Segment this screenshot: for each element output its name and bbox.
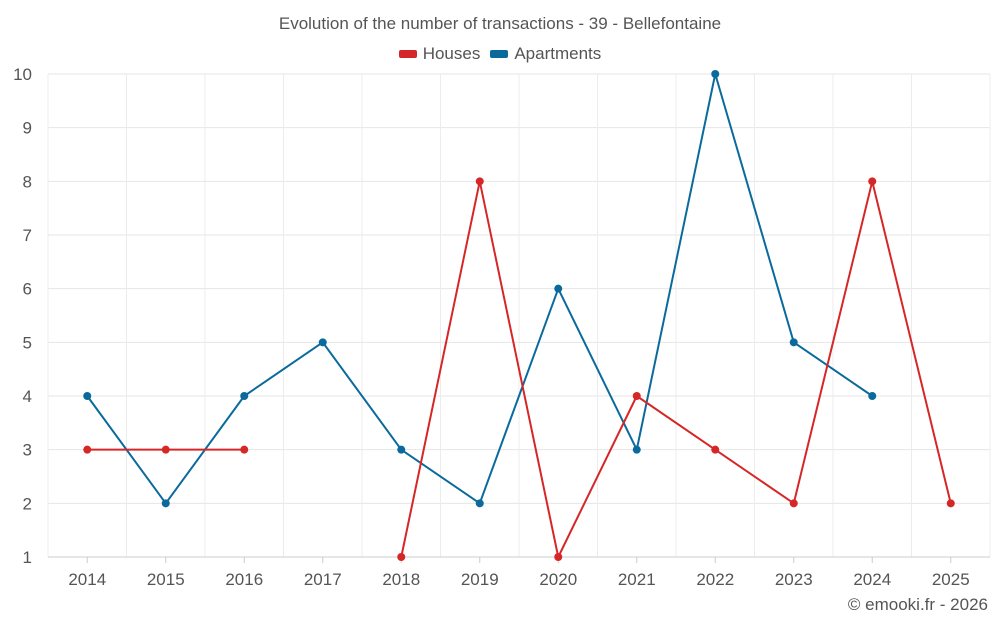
data-point-houses [632, 392, 641, 400]
legend-item-houses[interactable]: Houses [398, 44, 481, 64]
data-point-apartments [789, 338, 798, 347]
legend-swatch-houses [398, 50, 417, 58]
data-point-houses [554, 553, 563, 561]
x-tick-label: 2015 [147, 570, 185, 589]
y-tick-label: 4 [23, 387, 32, 406]
data-point-houses [946, 499, 955, 508]
legend: Houses Apartments [0, 44, 1000, 64]
x-tick-label: 2017 [304, 570, 342, 589]
x-tick-label: 2020 [539, 570, 577, 589]
x-tick-label: 2023 [775, 570, 813, 589]
x-tick-label: 2014 [68, 570, 106, 589]
y-tick-label: 8 [23, 172, 32, 191]
data-point-houses [83, 445, 92, 454]
data-point-apartments [554, 284, 563, 293]
y-tick-label: 10 [13, 65, 32, 84]
data-point-houses [789, 499, 798, 508]
data-point-apartments [475, 499, 484, 508]
legend-label-apartments: Apartments [514, 44, 602, 63]
data-point-apartments [161, 499, 170, 508]
credit-text: © emooki.fr - 2026 [847, 595, 988, 614]
y-tick-label: 2 [23, 494, 32, 513]
y-tick-label: 3 [23, 441, 32, 460]
x-tick-label: 2021 [618, 570, 656, 589]
x-tick-label: 2018 [382, 570, 420, 589]
data-point-houses [397, 553, 406, 561]
data-point-houses [868, 177, 877, 186]
legend-item-apartments[interactable]: Apartments [490, 44, 601, 64]
legend-swatch-apartments [490, 50, 509, 58]
data-point-houses [475, 177, 484, 186]
x-tick-label: 2022 [696, 570, 734, 589]
y-tick-label: 1 [23, 548, 32, 567]
series-line-houses [400, 180, 952, 558]
x-tick-label: 2016 [225, 570, 263, 589]
x-tick-label: 2019 [461, 570, 499, 589]
data-point-apartments [240, 392, 249, 400]
data-point-apartments [318, 338, 327, 347]
data-point-apartments [83, 392, 92, 400]
y-tick-label: 5 [23, 333, 32, 352]
x-tick-label: 2025 [932, 570, 970, 589]
data-point-apartments [397, 445, 406, 454]
data-point-houses [161, 445, 170, 454]
data-point-houses [240, 445, 249, 454]
y-tick-label: 6 [23, 280, 32, 299]
y-tick-label: 9 [23, 119, 32, 138]
y-tick-label: 7 [23, 226, 32, 245]
data-point-apartments [632, 445, 641, 454]
legend-label-houses: Houses [422, 44, 481, 63]
x-tick-label: 2024 [853, 570, 891, 589]
data-point-apartments [868, 392, 877, 400]
data-point-houses [711, 445, 720, 454]
chart-title: Evolution of the number of transactions … [278, 14, 722, 33]
data-point-apartments [711, 70, 720, 78]
